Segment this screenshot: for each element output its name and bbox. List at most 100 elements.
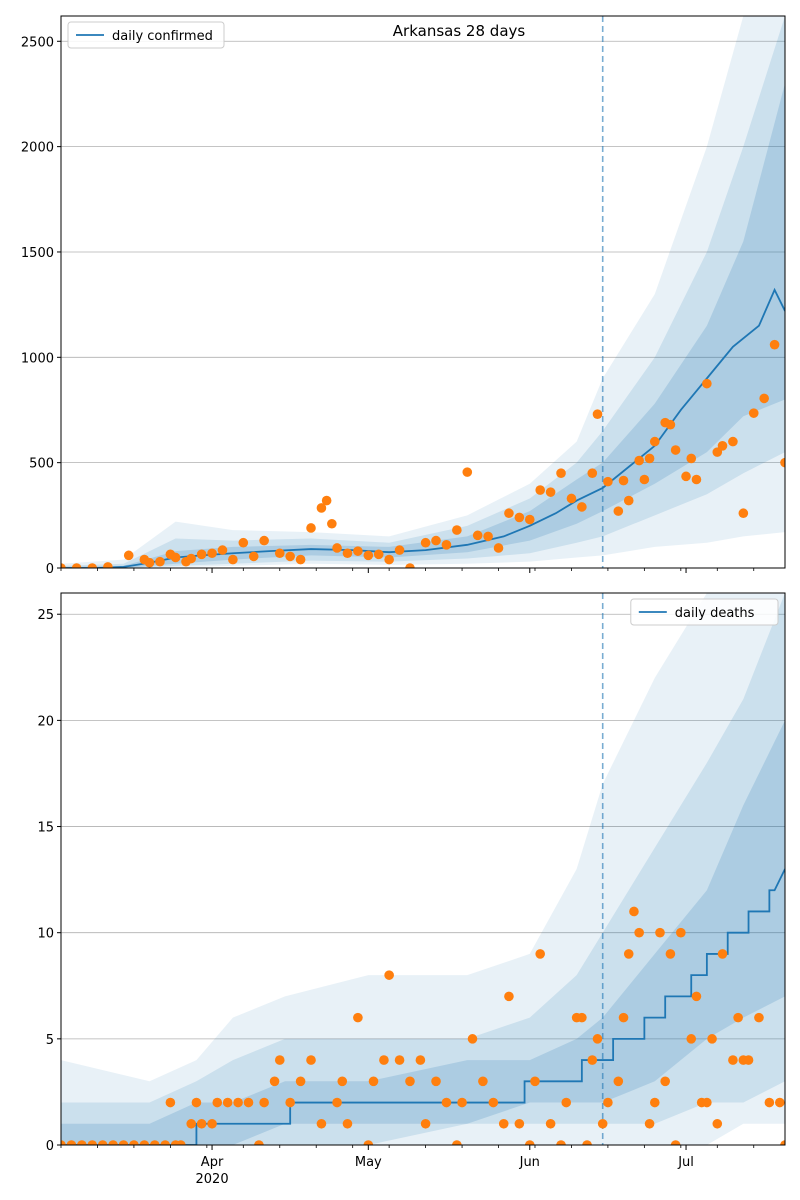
uncertainty-band-inner — [61, 720, 785, 1145]
data-point — [207, 548, 217, 559]
data-point — [660, 1076, 671, 1087]
data-point — [577, 1012, 587, 1023]
data-point — [462, 467, 473, 477]
data-point — [759, 393, 769, 404]
data-point — [597, 1118, 608, 1129]
data-point — [431, 535, 441, 546]
deaths-panel: 0 5 10 15 20 25 Apr 2020 May Jun Jul daily deaths — [37, 592, 786, 1187]
data-point — [71, 563, 82, 568]
y-tick-label: 5 — [46, 1033, 54, 1048]
data-point — [337, 1076, 348, 1087]
data-point — [420, 1118, 431, 1129]
data-point — [644, 1118, 655, 1129]
data-point — [77, 1140, 87, 1145]
data-point — [368, 1076, 379, 1087]
data-point — [504, 991, 514, 1002]
data-point — [384, 554, 394, 565]
data-point — [498, 1118, 509, 1129]
y-tick-label: 2000 — [21, 141, 54, 156]
data-point — [373, 549, 384, 560]
y-tick-label: 10 — [37, 927, 54, 942]
data-point — [332, 543, 342, 553]
data-point — [530, 1076, 540, 1087]
data-point — [441, 1097, 452, 1108]
data-point — [623, 495, 634, 506]
y-tick-label: 25 — [37, 608, 54, 623]
data-point — [769, 339, 780, 350]
data-point — [603, 476, 613, 487]
data-point — [670, 445, 681, 455]
plot-area — [61, 16, 785, 568]
data-point — [655, 927, 665, 938]
data-point — [306, 1055, 316, 1065]
x-tick-label: Jul — [677, 1155, 694, 1170]
data-point — [618, 1012, 629, 1023]
data-point — [780, 1140, 785, 1145]
data-point — [420, 537, 431, 548]
data-point — [431, 1076, 441, 1087]
data-point — [160, 1140, 170, 1145]
data-point — [87, 563, 98, 568]
data-point — [623, 949, 634, 959]
data-point — [514, 1118, 525, 1129]
data-point — [191, 1097, 202, 1108]
y-tick-label: 1000 — [21, 351, 54, 366]
data-point — [259, 1097, 269, 1108]
data-point — [306, 523, 316, 533]
data-point — [207, 1118, 217, 1129]
data-point — [618, 475, 629, 486]
data-point — [587, 468, 598, 478]
x-tick-label: May — [355, 1155, 382, 1170]
y-tick-label: 1500 — [21, 246, 54, 261]
legend: daily deaths — [630, 598, 779, 626]
data-point — [108, 1140, 118, 1145]
data-point — [353, 546, 363, 556]
data-point — [405, 563, 415, 568]
data-point — [712, 447, 723, 457]
data-point — [691, 474, 702, 485]
data-point — [535, 949, 545, 959]
data-point — [561, 1097, 572, 1108]
data-point — [295, 1076, 306, 1087]
plot-area — [61, 593, 785, 1145]
uncertainty-band-outer — [61, 593, 785, 1145]
data-point — [592, 409, 603, 419]
data-point — [66, 1140, 77, 1145]
data-point — [129, 1140, 139, 1145]
data-point — [274, 1055, 285, 1065]
data-point — [316, 503, 327, 513]
data-point — [144, 557, 155, 568]
data-point — [681, 471, 691, 482]
data-point — [556, 1140, 566, 1145]
x-tick-label: Apr — [201, 1155, 224, 1170]
data-point — [238, 537, 249, 548]
data-point — [686, 1034, 697, 1044]
data-point — [170, 552, 181, 563]
data-point — [457, 1097, 467, 1108]
data-point — [196, 549, 207, 560]
data-point — [691, 991, 702, 1002]
data-point — [634, 927, 644, 938]
data-point — [149, 1140, 160, 1145]
data-point — [707, 1034, 717, 1044]
data-point — [712, 1118, 723, 1129]
data-point — [222, 1097, 233, 1108]
data-point — [327, 518, 337, 529]
data-point — [649, 436, 660, 447]
data-point — [321, 495, 332, 506]
data-point — [493, 543, 504, 553]
data-point — [342, 1118, 353, 1129]
data-point — [441, 540, 452, 550]
y-tick-label: 15 — [37, 821, 54, 836]
data-point — [686, 453, 697, 464]
y-tick-label: 20 — [37, 714, 54, 729]
data-point — [363, 550, 374, 561]
data-point — [285, 1097, 295, 1108]
data-point — [676, 927, 686, 938]
data-point — [545, 487, 556, 497]
y-tick-label: 0 — [46, 562, 54, 577]
plot-frame — [60, 15, 786, 569]
data-point — [613, 1076, 624, 1087]
data-point — [274, 548, 285, 559]
data-point — [248, 551, 259, 562]
